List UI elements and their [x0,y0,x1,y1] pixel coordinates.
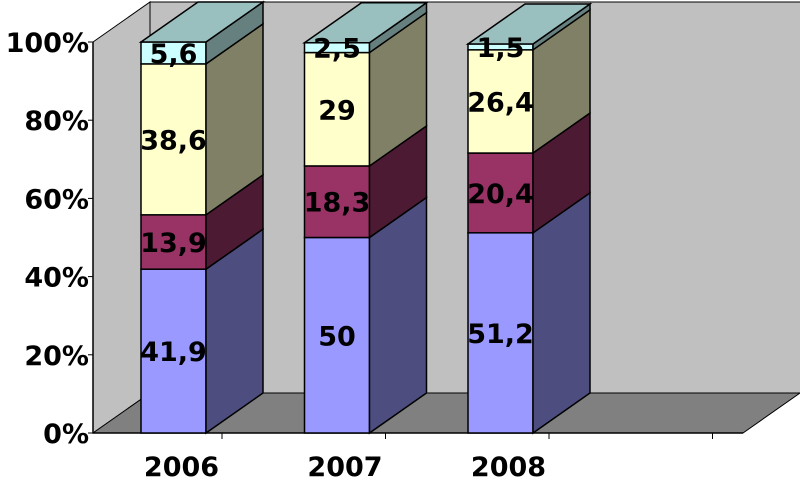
data-label: 5,6 [150,39,198,70]
y-tick-label: 80% [24,106,89,137]
bar-top [465,3,593,45]
bar-segment-side [532,191,591,435]
bar-2007: 50 18,3 29 2,5 [302,1,429,435]
data-label: 18,3 [304,188,371,219]
data-label: 29 [318,95,356,126]
y-tick-label: 40% [24,263,89,294]
data-label: 26,4 [467,87,534,118]
bar-2006: 41,9 13,9 38,6 5,6 [138,0,266,435]
x-tick-label: 2006 [144,452,219,480]
bar-segment [303,51,371,167]
bar-top [138,1,266,43]
bar-segment [467,49,534,154]
bar-segment [140,214,207,270]
y-tick-label: 20% [24,341,89,372]
x-tick-label: 2007 [307,452,382,480]
data-label: 50 [318,321,356,352]
data-label: 41,9 [140,337,207,368]
bar-top [302,2,429,44]
bar-segment [467,152,534,234]
data-label: 38,6 [140,125,207,156]
bar-segment [303,236,371,434]
y-tick-label: 100% [6,28,89,59]
y-tick-label: 0% [43,419,89,450]
bar-2008: 51,2 20,4 26,4 1,5 [465,2,593,435]
y-tick-label: 60% [24,184,89,215]
x-tick-label: 2008 [471,452,546,480]
bar-segment [467,232,534,434]
data-label: 1,5 [477,33,525,64]
data-label: 13,9 [140,228,207,259]
data-label: 2,5 [313,34,361,65]
bar-segment-side [368,196,428,435]
data-label: 51,2 [467,319,534,350]
data-label: 20,4 [467,179,534,210]
